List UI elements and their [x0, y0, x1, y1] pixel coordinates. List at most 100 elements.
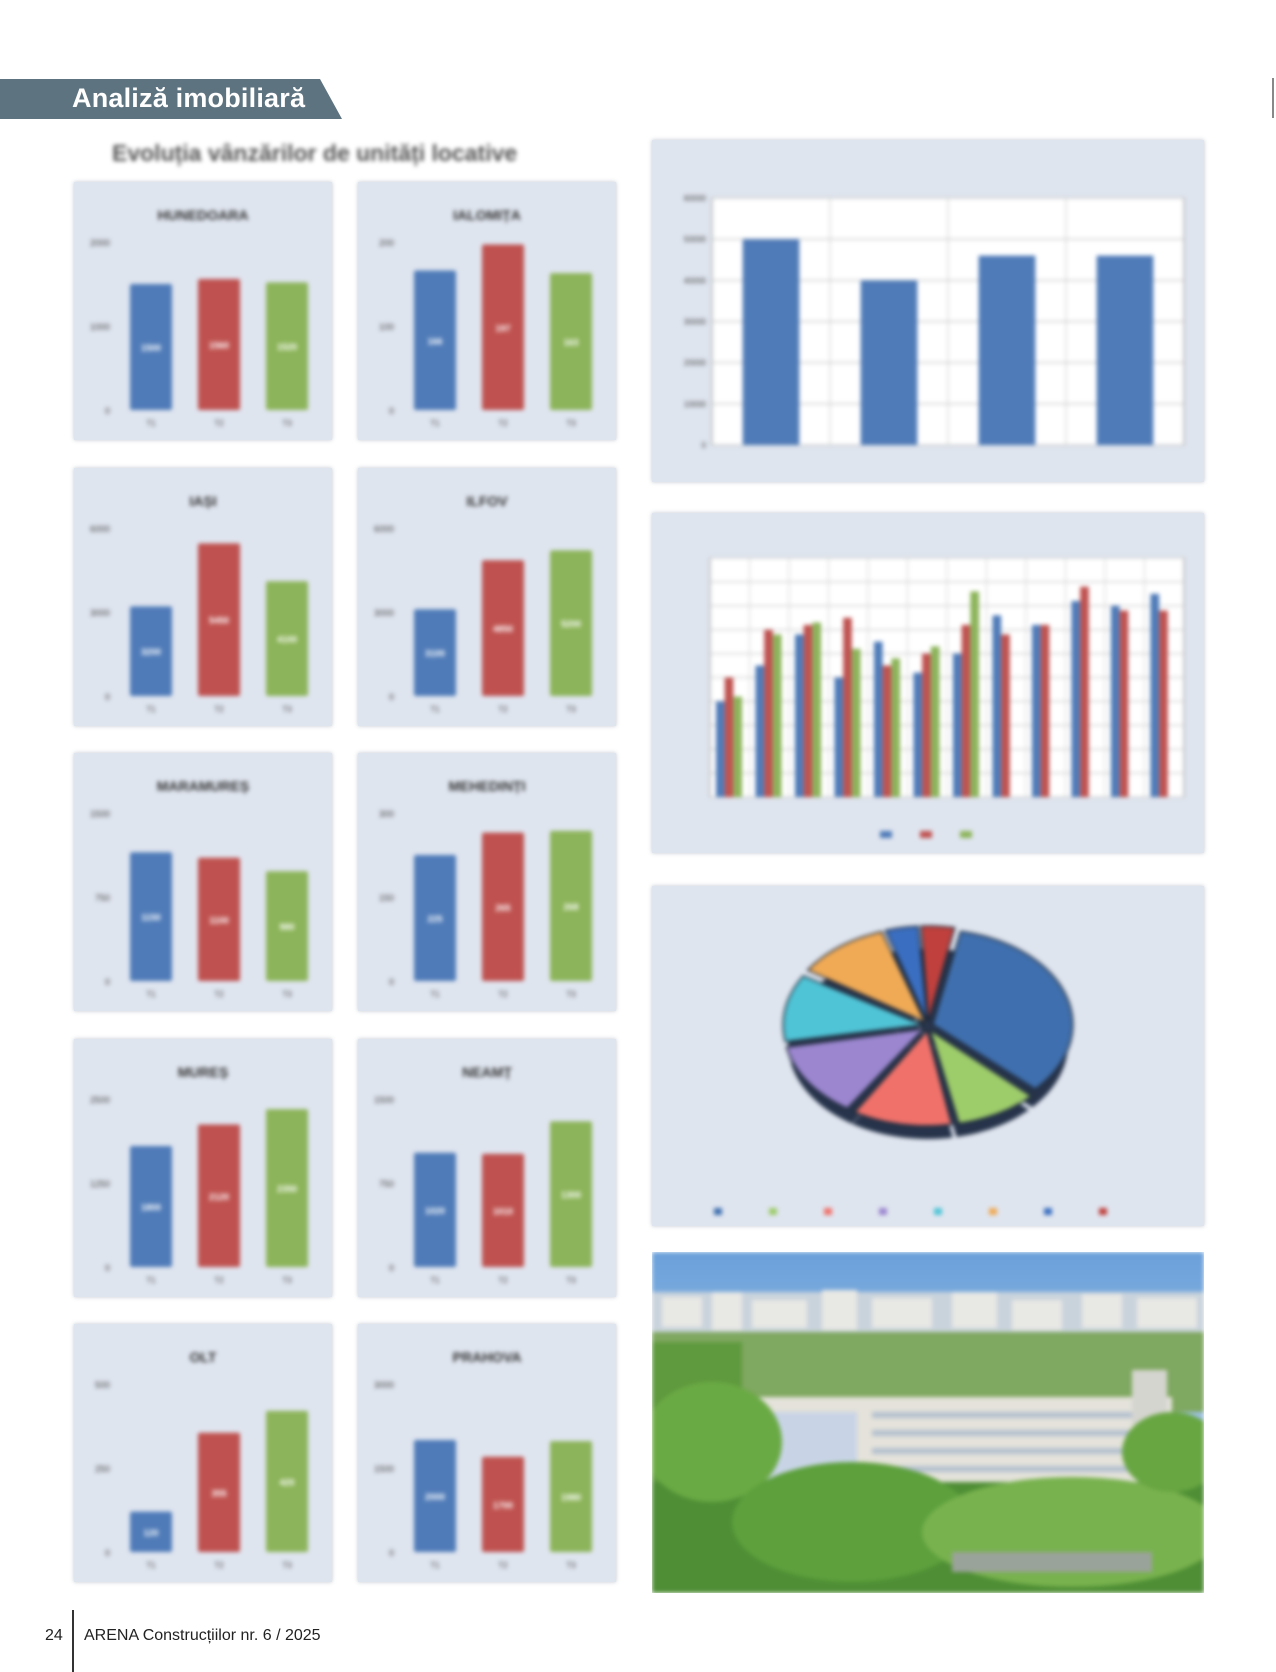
- county-chart-bar: [198, 543, 240, 696]
- city-photo: [652, 1252, 1204, 1593]
- chart2-bar: [1159, 610, 1168, 797]
- county-chart-ytick: 750: [95, 893, 110, 903]
- county-chart-panel: MEHEDINȚI 0 150 300 225 T1 265 T2 268 T3: [358, 753, 616, 1011]
- county-chart-title: IALOMIȚA: [453, 207, 521, 223]
- county-chart-bar: [482, 560, 524, 696]
- chart3-pie-slice: [931, 930, 1074, 1091]
- county-chart-ytick: 1000: [90, 322, 110, 332]
- county-chart-category-label: T3: [566, 419, 576, 428]
- chart2-legend-swatch: [960, 831, 972, 838]
- county-chart-ytick: 0: [105, 692, 110, 702]
- county-chart-category-label: T2: [498, 705, 508, 714]
- county-chart-value-label: 1800: [141, 1203, 161, 1213]
- chart2-bar: [1031, 624, 1041, 797]
- chart3-pie-slice: [853, 1029, 953, 1127]
- county-chart-bar: [266, 1410, 308, 1552]
- county-chart-value-label: 2350: [277, 1184, 297, 1194]
- county-chart-category-label: T3: [566, 1561, 576, 1570]
- county-chart-bar: [198, 1432, 240, 1552]
- county-chart-ytick: 750: [379, 1179, 394, 1189]
- chart1-ytick-label: 10000: [684, 400, 707, 409]
- chart2-bar: [755, 665, 765, 797]
- county-chart-ytick: 0: [389, 406, 394, 416]
- county-chart-bar: [482, 244, 524, 410]
- county-chart-value-label: 2120: [209, 1192, 229, 1202]
- county-chart-category-label: T1: [146, 419, 156, 428]
- chart1-ytick-label: 0: [702, 441, 707, 450]
- county-chart-category-label: T1: [146, 1276, 156, 1285]
- county-chart-svg: ILFOV 0 3000 6000 3100 T1 4850 T2 5200 T3: [374, 493, 592, 714]
- chart1-bar: [860, 280, 918, 445]
- chart3-legend-swatch: [879, 1208, 887, 1215]
- county-chart-ytick: 3000: [90, 608, 110, 618]
- county-chart-title: MEHEDINȚI: [449, 778, 526, 794]
- chart2-bar: [992, 615, 1002, 797]
- chart1-bar: [1096, 255, 1154, 445]
- county-chart-value-label: 225: [427, 914, 442, 924]
- chart1-bar: [742, 239, 800, 445]
- chart-regional-distribution-svg: [714, 925, 1107, 1215]
- county-chart-svg: OLT 0 250 500 120 T1 355 T2 420 T3: [95, 1349, 308, 1570]
- chart3-legend-swatch: [714, 1208, 722, 1215]
- county-chart-bar: [266, 1109, 308, 1267]
- chart3-legend-swatch: [934, 1208, 942, 1215]
- county-chart-ytick: 6000: [374, 524, 394, 534]
- chart1-ytick-label: 30000: [684, 318, 707, 327]
- county-chart-category-label: T1: [430, 1276, 440, 1285]
- chart2-bar: [1040, 624, 1050, 797]
- chart3-pie-slice: [782, 975, 927, 1043]
- county-chart-bar: [482, 1456, 524, 1552]
- chart2-bar: [843, 617, 852, 797]
- county-chart-title: MUREȘ: [178, 1064, 229, 1080]
- county-chart-category-label: T3: [282, 1276, 292, 1285]
- county-chart-bar: [266, 871, 308, 981]
- county-chart-panel: ILFOV 0 3000 6000 3100 T1 4850 T2 5200 T3: [358, 468, 616, 726]
- county-chart-value-label: 1010: [493, 1206, 513, 1216]
- county-chart-bar: [198, 857, 240, 981]
- county-chart-bar: [266, 282, 308, 410]
- county-chart-category-label: T2: [214, 990, 224, 999]
- county-chart-category-label: T3: [566, 705, 576, 714]
- chart2-bar: [715, 701, 725, 797]
- chart2-bar: [952, 653, 962, 797]
- county-chart-value-label: 3100: [425, 649, 445, 659]
- county-chart-bar: [550, 273, 592, 410]
- county-chart-value-label: 5450: [209, 616, 229, 626]
- chart-monthly-evolution-svg: [709, 557, 1185, 838]
- county-chart-value-label: 1100: [209, 915, 229, 925]
- chart3-pie-slice: [884, 925, 928, 1022]
- county-chart-category-label: T3: [566, 1276, 576, 1285]
- publication-name: ARENA Construcțiilor nr. 6 / 2025: [84, 1627, 321, 1644]
- county-chart-bar: [414, 1440, 456, 1552]
- county-chart-value-label: 5200: [561, 619, 581, 629]
- county-chart-title: MARAMUREȘ: [157, 778, 250, 794]
- county-chart-category-label: T2: [498, 990, 508, 999]
- chart3-legend-swatch: [1099, 1208, 1107, 1215]
- county-chart-panel: MARAMUREȘ 0 750 1500 1150 T1 1100 T2 980 T3: [74, 753, 332, 1011]
- chart3-legend-swatch: [989, 1208, 997, 1215]
- county-chart-category-label: T3: [282, 419, 292, 428]
- chart2-legend-swatch: [880, 831, 892, 838]
- chart2-bar: [930, 646, 940, 797]
- county-chart-value-label: 1980: [561, 1493, 581, 1503]
- county-chart-bar: [266, 581, 308, 696]
- chart1-ytick-label: 50000: [684, 235, 707, 244]
- county-chart-svg: IAȘI 0 3000 6000 3200 T1 5450 T2 4100 T3: [90, 493, 308, 714]
- county-chart-value-label: 1520: [277, 342, 297, 352]
- chart2-bar: [733, 696, 742, 797]
- county-chart-ytick: 0: [389, 1548, 394, 1558]
- county-chart-value-label: 420: [279, 1477, 294, 1487]
- chart3-pie-slice: [806, 930, 927, 1024]
- county-chart-category-label: T2: [498, 419, 508, 428]
- chart-regional-distribution: [652, 886, 1204, 1226]
- county-chart-value-label: 1560: [209, 340, 229, 350]
- chart2-bar: [873, 641, 883, 797]
- county-chart-bar: [130, 852, 172, 981]
- chart2-bar: [891, 658, 900, 797]
- county-chart-bar: [482, 1153, 524, 1267]
- county-chart-panel: OLT 0 250 500 120 T1 355 T2 420 T3: [74, 1324, 332, 1582]
- county-chart-value-label: 3200: [141, 647, 161, 657]
- chart-annual-totals-svg: 0 10000 20000 30000 40000 50000 60000: [684, 194, 1185, 450]
- county-chart-value-label: 1020: [425, 1206, 445, 1216]
- county-chart-bar: [198, 278, 240, 410]
